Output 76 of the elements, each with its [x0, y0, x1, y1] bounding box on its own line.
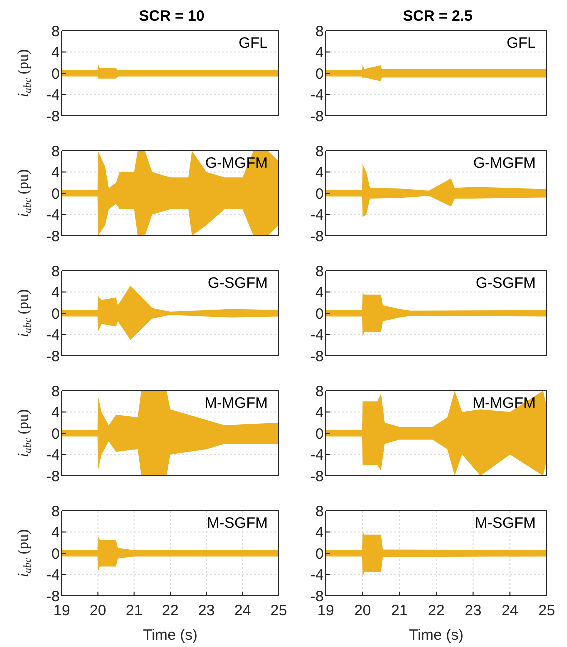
annotation: GFL: [238, 35, 268, 52]
y-tick-label: 4: [52, 404, 60, 422]
y-tick-label: 4: [52, 284, 60, 302]
annotation: M-SGFM: [207, 515, 268, 532]
y-tick-label: 8: [52, 263, 60, 280]
annotation: G-SGFM: [476, 275, 536, 292]
y-tick-label: 0: [316, 66, 324, 83]
annotation: G-MGFM: [474, 155, 536, 172]
annotation: GFL: [506, 35, 536, 52]
x-tick-label: 25: [270, 602, 288, 620]
x-tick-label: 23: [198, 602, 216, 620]
y-tick-label: -8: [46, 348, 60, 366]
y-tick-label: -8: [310, 348, 324, 366]
x-tick-label: 19: [54, 602, 70, 620]
y-tick-label: 8: [316, 143, 324, 160]
y-tick-label: 8: [52, 503, 60, 520]
y-tick-label: -8: [46, 588, 60, 606]
x-tick-label: 20: [354, 602, 372, 620]
annotation: M-MGFM: [204, 395, 268, 412]
x-tick-label: 19: [318, 602, 334, 620]
y-tick-label: -8: [310, 468, 324, 486]
y-tick-label: 8: [316, 503, 324, 520]
y-tick-label: 4: [52, 164, 60, 182]
y-tick-label: 8: [316, 23, 324, 40]
y-tick-label: 4: [316, 284, 324, 302]
y-tick-label: 0: [52, 426, 60, 443]
y-tick-label: 8: [316, 263, 324, 280]
x-tick-label: 24: [502, 602, 519, 620]
chart-title: SCR = 2.5: [402, 8, 474, 25]
y-tick-label: -4: [46, 87, 60, 104]
y-tick-label: 4: [316, 404, 324, 422]
y-tick-label: 0: [316, 306, 324, 323]
y-tick-label: -4: [310, 87, 324, 104]
y-tick-label: -4: [310, 207, 324, 224]
annotation: G-SGFM: [208, 275, 268, 292]
y-tick-label: 4: [316, 524, 324, 542]
x-tick-label: 23: [464, 602, 482, 620]
y-tick-label: 4: [316, 164, 324, 182]
y-tick-label: -8: [310, 588, 324, 606]
y-tick-label: -4: [46, 447, 60, 464]
y-tick-label: 0: [52, 546, 60, 563]
y-tick-label: -8: [310, 228, 324, 246]
y-tick-label: 0: [316, 426, 324, 443]
y-tick-label: -4: [46, 567, 60, 584]
y-tick-label: -8: [46, 468, 60, 486]
y-tick-label: -8: [46, 228, 60, 246]
y-tick-label: 8: [52, 143, 60, 160]
y-tick-label: 4: [316, 44, 324, 62]
y-tick-label: 4: [52, 44, 60, 62]
y-tick-label: 0: [316, 546, 324, 563]
y-tick-label: 0: [52, 306, 60, 323]
y-tick-label: -4: [310, 567, 324, 584]
y-tick-label: -4: [310, 447, 324, 464]
x-axis-title: Time (s): [143, 627, 198, 644]
x-tick-label: 22: [162, 602, 179, 620]
x-axis-title: Time (s): [409, 627, 464, 644]
y-tick-label: -4: [310, 327, 324, 344]
y-tick-label: -8: [46, 108, 60, 126]
y-tick-label: 0: [316, 186, 324, 203]
annotation: M-SGFM: [475, 515, 536, 532]
y-tick-label: -8: [310, 108, 324, 126]
y-tick-label: -4: [46, 327, 60, 344]
y-tick-label: 4: [52, 524, 60, 542]
x-tick-label: 24: [234, 602, 252, 620]
y-tick-label: 0: [52, 186, 60, 203]
x-tick-label: 21: [126, 602, 143, 620]
chart-title: SCR = 10: [138, 8, 206, 25]
y-tick-label: 8: [316, 383, 324, 400]
x-tick-label: 21: [391, 602, 408, 620]
y-tick-label: -4: [46, 207, 60, 224]
x-tick-label: 25: [538, 602, 556, 620]
y-tick-label: 8: [52, 23, 60, 40]
y-tick-label: 0: [52, 66, 60, 83]
x-tick-label: 20: [90, 602, 107, 620]
y-tick-label: 8: [52, 383, 60, 400]
x-tick-label: 22: [428, 602, 445, 620]
